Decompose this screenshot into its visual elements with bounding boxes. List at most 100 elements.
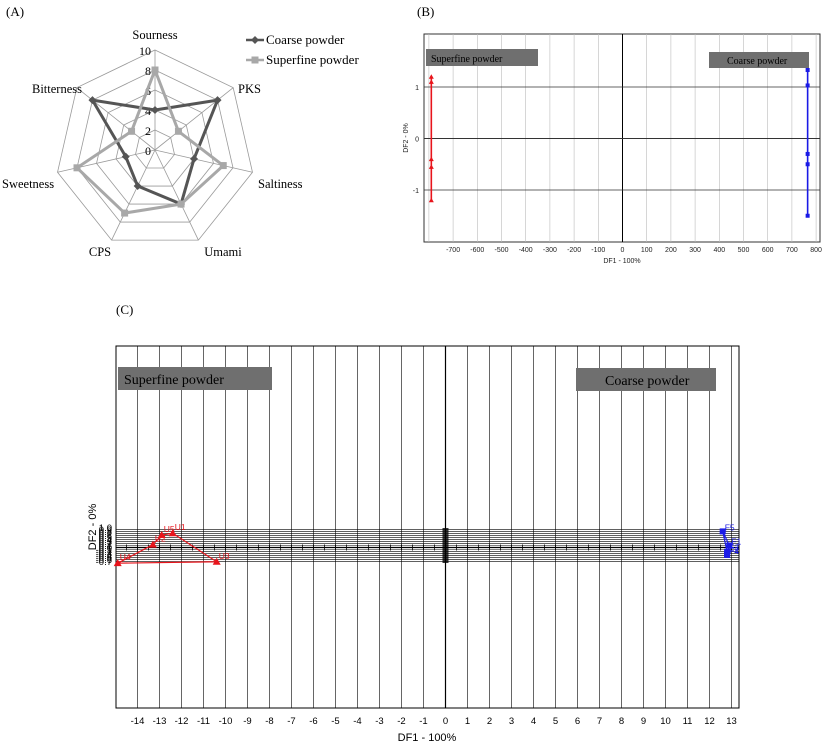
radar-point-superfine-powder: [73, 164, 81, 172]
radar-tick-label: 10: [139, 44, 151, 58]
radar-axis-line: [111, 149, 156, 241]
radar-axis-label-cps: CPS: [89, 245, 111, 259]
radar-chart: Sourness PKS Saltiness Umami CPS Sweetness Bit…: [2, 28, 303, 259]
chart-c-coarse-box: [576, 368, 716, 391]
chart-c-point-label-f4: F4: [729, 546, 739, 556]
chart-c-ytick-label: -0.6: [96, 555, 112, 566]
chart-b-ytick-label: 0: [415, 137, 419, 144]
legend-superfine-marker: [251, 56, 259, 64]
radar-grid-ring: [135, 129, 175, 169]
chart-b-point-superfine-powder: [428, 197, 434, 203]
chart-c-xtick-label: 0: [443, 716, 448, 727]
chart-c-point-f1: [726, 542, 733, 549]
chart-b-point-superfine-powder: [428, 79, 434, 84]
chart-c-ytick-label: 0.9: [99, 525, 112, 536]
chart-b-xtick-label: 400: [713, 247, 725, 254]
chart-c-ytick-label: -0.2: [96, 547, 112, 558]
chart-c-point-u1: [168, 529, 177, 537]
chart-c-point-f4: [724, 551, 731, 558]
radar-axis-label-pks: PKS: [238, 82, 261, 96]
chart-b-superfine-box-label: Superfine powder: [431, 54, 503, 65]
chart-c-point-label-f2: F2: [729, 545, 739, 555]
panel-b-label: (B): [417, 4, 434, 19]
radar-point-superfine-powder: [174, 127, 182, 135]
chart-b-ytick-label: -1: [413, 188, 419, 195]
radar-point-coarse-powder: [133, 182, 142, 191]
radar-point-coarse-powder: [88, 96, 97, 105]
chart-c-ytick-label: 0.7: [99, 529, 112, 540]
chart-b-ytick-label: 1: [415, 85, 419, 92]
chart-c-xtick-label: -13: [153, 716, 167, 727]
chart-b-xtick-label: 0: [621, 247, 625, 254]
chart-c-point-label-u1: U1: [175, 522, 186, 532]
chart-c-point-label-u5: U5: [164, 524, 175, 534]
radar-point-superfine-powder: [177, 200, 185, 208]
radar-axis-label-saltiness: Saltiness: [258, 177, 303, 191]
radar-grid-ring: [115, 109, 195, 187]
chart-c-superfine-box-label: Superfine powder: [124, 373, 224, 388]
chart-b-coarse-box-label: Coarse powder: [727, 56, 788, 67]
radar-axis-line: [76, 87, 156, 151]
chart-c-xtick-label: -14: [131, 716, 145, 727]
chart-b-xtick-label: 600: [762, 247, 774, 254]
chart-c-superfine-box: [118, 367, 272, 390]
chart-b-xtick-label: 800: [810, 247, 822, 254]
chart-b-point-coarse-powder: [805, 162, 810, 167]
radar-point-superfine-powder: [219, 162, 227, 170]
chart-b-point-coarse-powder: [805, 83, 810, 88]
chart-c-y-axis-label: DF2 - 0%: [87, 504, 99, 551]
chart-b-xtick-label: 700: [786, 247, 798, 254]
chart-c-xtick-label: 7: [597, 716, 602, 727]
radar-point-superfine-powder: [151, 66, 159, 74]
chart-c-xtick-label: 8: [619, 716, 624, 727]
chart-b-point-coarse-powder: [805, 151, 810, 156]
chart-b-point-superfine-powder: [428, 74, 434, 79]
radar-axis-label-sourness: Sourness: [132, 28, 177, 42]
chart-b-xtick-label: -500: [494, 247, 508, 254]
panel-a-label: (A): [6, 4, 24, 19]
radar-point-coarse-powder: [189, 154, 198, 163]
chart-c-ytick-label: 0.0: [99, 543, 112, 554]
radar-axis-label-umami: Umami: [204, 245, 242, 259]
chart-c-ytick-label: -0.7: [96, 557, 112, 568]
chart-c-xtick-label: -9: [243, 716, 251, 727]
chart-c-ytick-label: 0.2: [99, 539, 112, 550]
chart-b-superfine-box: [426, 49, 538, 66]
radar-point-coarse-powder: [213, 96, 222, 105]
chart-c-xtick-label: -5: [331, 716, 339, 727]
chart-c-xtick-label: 3: [509, 716, 514, 727]
chart-c-xtick-label: -11: [197, 716, 210, 727]
chart-b-point-superfine-powder: [428, 164, 434, 169]
chart-c-ytick-label: -0.1: [96, 545, 112, 556]
chart-c-xtick-label: -2: [397, 716, 405, 727]
radar-point-superfine-powder: [121, 209, 129, 217]
chart-c-xtick-label: -1: [419, 716, 427, 727]
chart-c-x-axis-label: DF1 - 100%: [398, 732, 457, 744]
chart-b-xtick-label: -200: [567, 247, 581, 254]
chart-c-point-label-f3: F3: [729, 543, 739, 553]
radar-point-coarse-powder: [151, 106, 159, 114]
radar-series-coarse-powder: [89, 98, 220, 207]
chart-b-point-superfine-powder: [428, 156, 434, 162]
chart-c-xtick-label: 12: [704, 716, 715, 727]
chart-b-xtick-label: 200: [665, 247, 677, 254]
panel-c-label: (C): [116, 302, 133, 317]
chart-c-plot-area: [115, 345, 740, 709]
radar-axis-line: [154, 87, 234, 151]
radar-axis-label-bitterness: Bitterness: [32, 82, 82, 96]
chart-c-point-label-u4: U4: [120, 552, 131, 562]
chart-c-xtick-label: 5: [553, 716, 558, 727]
chart-c-ytick-label: -0.4: [96, 551, 112, 562]
chart-c-xtick-label: -7: [287, 716, 295, 727]
chart-c-point-u2: [148, 540, 157, 548]
radar-axis-line: [154, 149, 199, 241]
chart-c-ytick-label: 0.8: [99, 527, 112, 538]
chart-b: -700 -600 -500 -400 -300 -200 -100 0 100 200 300 40…: [403, 33, 822, 265]
chart-c: -14 -13 -12 -11 -10 -9 -8 -7 -6 -5 -4 -3 -2 -1 0 1 2 3 4 5 6…: [87, 345, 741, 744]
chart-b-point-coarse-powder: [805, 213, 810, 218]
radar-point-coarse-powder: [121, 152, 130, 161]
chart-c-xtick-label: 2: [487, 716, 492, 727]
chart-c-ytick-label: -0.3: [96, 549, 112, 560]
radar-grid-ring: [57, 49, 253, 241]
